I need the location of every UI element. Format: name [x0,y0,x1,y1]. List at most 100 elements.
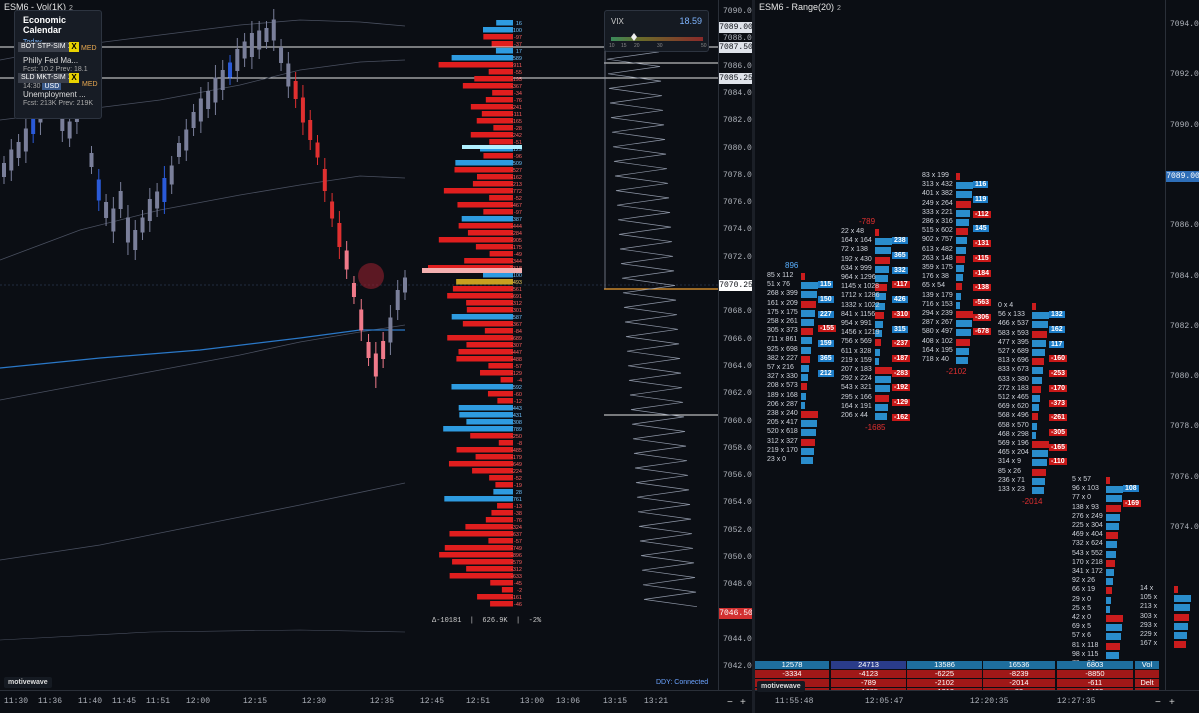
time-tick: 12:45 [420,697,445,706]
order-bot-stp[interactable]: BOT STP-SIM 1 [18,42,75,52]
right-price-axis[interactable]: 7094.007092.007090.007088.007086.007084.… [1165,0,1199,690]
footprint-cell-bar [1032,422,1037,430]
profile-bar [488,538,513,544]
profile-bar [491,41,513,47]
footprint-cell-bar [801,273,805,280]
pane-divider[interactable] [752,0,755,713]
left-chart-pane[interactable]: ESM6 - Vol(1K) 2 16 100 -97 -37 17 589 -911 -55-… [0,0,752,713]
footprint-cell-bar [875,293,886,301]
calendar-event-2[interactable]: 14:30 USD Unemployment ... Fcst: 213K Pre… [23,83,94,107]
profile-value: -689 [511,336,522,342]
footprint-cell-bar [875,394,889,402]
close-order-2-button[interactable]: X [69,73,79,83]
footprint-cell-bar [1032,303,1036,310]
price-tick: 7050.00 [723,553,752,562]
profile-value: -12 [514,399,522,405]
footprint-cell-bar [801,309,815,317]
zoom-out-button-right[interactable]: − [1155,697,1161,708]
summary-cell [1135,670,1159,678]
delta-bar: -305 [1049,428,1068,436]
footprint-cell-bar [801,355,810,363]
order-sld-mkt[interactable]: SLD MKT-SIM 1 [18,73,75,83]
profile-bar [483,209,513,215]
price-tick: 7092.00 [1170,70,1199,80]
profile-bar [493,489,513,495]
footprint-cell: 568 x 496 [998,412,1029,420]
trade-marker[interactable] [358,263,384,289]
delta-bar: 238 [892,237,908,245]
footprint-cell: 138 x 93 [1072,503,1099,511]
footprint-cell: 634 x 999 [841,264,872,272]
profile-value: -242 [511,133,522,139]
profile-bar [497,398,513,404]
price-label: 7070.25 [719,280,752,291]
profile-bar [495,482,513,488]
calendar-event-1[interactable]: Philly Fed Ma... Fcst: 10.2 Prev: 18.1 [23,56,88,74]
price-tick: 7084.00 [1170,271,1199,281]
footprint-cell: 96 x 103 [1072,485,1099,493]
delta-bar: 108 [1123,485,1139,493]
footprint-cell: 164 x 191 [841,402,872,410]
profile-bar [488,363,513,369]
economic-calendar-panel[interactable]: Economic Calendar Today Philly Fed Ma...… [14,10,102,119]
zoom-in-button[interactable]: + [740,697,746,708]
time-tick: 12:05:47 [865,697,904,706]
time-tick: 12:30 [302,697,327,706]
candle [111,208,116,232]
profile-bar [484,328,513,334]
profile-bar [461,216,513,222]
right-time-axis[interactable]: 11:55:48 12:05:47 12:20:35 12:27:35 [755,690,1199,713]
profile-value: -161 [511,595,522,601]
footprint-cell: 51 x 76 [767,281,790,289]
footprint-chart[interactable]: 896 85 x 112 51 x 76 268 x 399 161 x 209 175 … [755,0,1191,690]
footprint-cell-bar [875,265,889,273]
footprint-cell-bar [956,329,971,337]
footprint-cell: 206 x 287 [767,400,798,408]
profile-value: -367 [511,322,522,328]
profile-value: -307 [511,343,522,349]
left-time-axis[interactable]: 11:30 11:36 11:40 11:45 11:51 12:00 12:15 12:30… [0,690,752,713]
time-tick: 13:21 [644,697,669,706]
profile-value: -488 [511,357,522,363]
vix-widget[interactable]: VIX 18.59 10 15 20 30 50 [604,10,709,52]
profile-bar [491,510,513,516]
price-tick: 7084.00 [723,88,752,98]
summary-cell: -611 [1057,679,1133,687]
candle [344,250,349,270]
left-price-axis[interactable]: 7090.00 7088.00 7086.00 7084.00 7082.00 7080.… [718,0,752,690]
footprint-cell-bar [875,357,879,365]
right-chart-title[interactable]: ESM6 - Range(20) 2 [759,2,841,12]
time-tick: 12:20:35 [970,697,1009,706]
summary-cell: 6803 [1057,661,1133,669]
footprint-cell: 305 x 373 [767,327,798,335]
profile-bar [483,34,513,40]
close-order-1-button[interactable]: X [69,42,79,52]
right-chart-pane[interactable]: ESM6 - Range(20) 2 896 85 x 112 51 x 76 268 … [755,0,1199,713]
footprint-cell-bar [875,284,887,292]
time-tick: 11:36 [38,697,63,706]
candle [228,62,233,78]
left-chart-title[interactable]: ESM6 - Vol(1K) 2 [4,2,73,12]
delta-bar: -129 [892,399,911,407]
footprint-cell: 161 x 209 [767,299,798,307]
profile-value: 592 [513,385,522,391]
footprint-cell-bar [1032,367,1043,375]
profile-value: -772 [511,189,522,195]
profile-bar [476,118,513,124]
delta-bar: -160 [1049,355,1068,363]
footprint-cell-bar [875,413,887,420]
footprint-cell: 164 x 164 [841,237,872,245]
price-chart-canvas[interactable]: 16100-97-3717589-911-55-195-367-34-76-24… [0,0,718,690]
candle [315,142,320,158]
zoom-out-button[interactable]: − [727,697,733,708]
delta-bar: 116 [973,181,989,189]
summary-cell: -2102 [907,679,982,687]
delta-bar: 332 [892,266,908,274]
vix-scale-30: 30 [657,43,663,49]
zoom-in-button-right[interactable]: + [1169,697,1175,708]
footprint-cell: 236 x 71 [998,476,1025,484]
footprint-cell-bar [1106,587,1112,595]
connection-status[interactable]: DDY: Connected [656,679,709,686]
footprint-cell-bar [801,411,818,418]
footprint-cell: 206 x 44 [841,412,868,419]
